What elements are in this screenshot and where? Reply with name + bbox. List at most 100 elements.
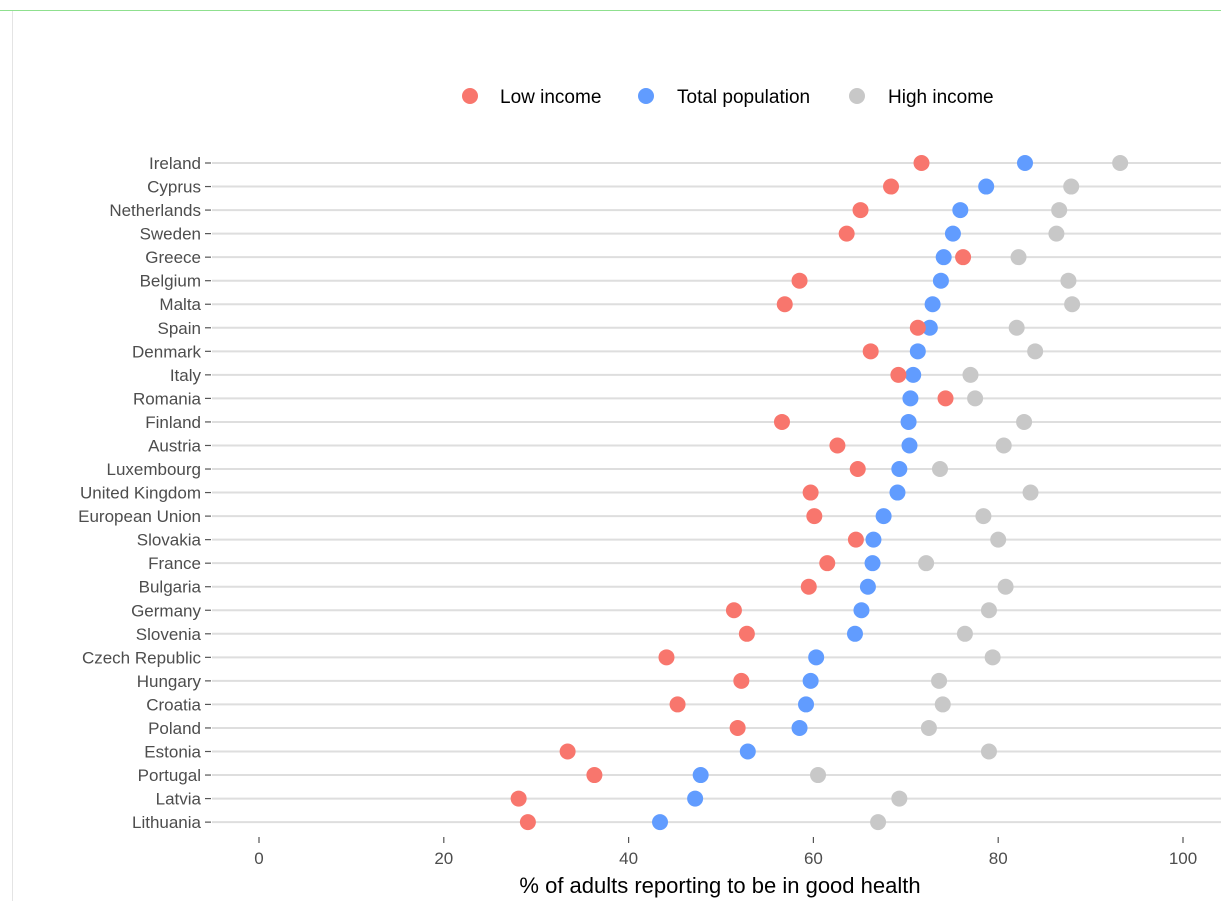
point-high-income-spain	[1008, 319, 1025, 336]
y-label-france: France	[148, 554, 201, 573]
point-low-income-poland	[729, 719, 746, 736]
point-low-income-spain	[909, 319, 926, 336]
data-points	[510, 155, 1129, 831]
y-label-latvia: Latvia	[156, 790, 202, 809]
point-high-income-portugal	[810, 767, 827, 784]
y-label-poland: Poland	[148, 719, 201, 738]
point-total-population-malta	[924, 296, 941, 313]
point-low-income-united-kingdom	[802, 484, 819, 501]
legend-label-total-population: Total population	[677, 87, 810, 108]
point-high-income-ireland	[1112, 155, 1129, 171]
point-total-population-belgium	[932, 272, 949, 289]
y-label-european-union: European Union	[78, 507, 201, 526]
point-high-income-denmark	[1027, 343, 1044, 360]
point-high-income-european-union	[975, 508, 992, 525]
point-high-income-romania	[967, 390, 984, 407]
point-total-population-cyprus	[978, 178, 995, 195]
point-low-income-luxembourg	[849, 461, 866, 478]
y-label-finland: Finland	[145, 413, 201, 432]
y-label-germany: Germany	[131, 601, 201, 620]
point-low-income-ireland	[913, 155, 930, 171]
x-tick-label-100: 100	[1169, 849, 1197, 868]
point-total-population-spain	[921, 319, 938, 336]
legend-key-low-income	[462, 88, 478, 104]
x-axis: 0 20 40 60 80 100	[254, 837, 1197, 868]
point-high-income-luxembourg	[931, 461, 948, 478]
point-high-income-malta	[1064, 296, 1081, 313]
legend-label-high-income: High income	[888, 87, 994, 108]
point-total-population-greece	[935, 249, 952, 266]
point-high-income-greece	[1010, 249, 1027, 266]
y-label-croatia: Croatia	[146, 695, 201, 714]
point-total-population-croatia	[798, 696, 815, 713]
y-label-netherlands: Netherlands	[109, 201, 201, 220]
point-total-population-bulgaria	[859, 578, 876, 595]
y-label-greece: Greece	[145, 248, 201, 267]
point-low-income-lithuania	[519, 814, 536, 831]
y-label-romania: Romania	[133, 389, 202, 408]
point-low-income-romania	[937, 390, 954, 407]
point-total-population-ireland	[1016, 155, 1033, 171]
point-total-population-estonia	[739, 743, 756, 760]
point-high-income-finland	[1016, 413, 1033, 430]
point-low-income-netherlands	[852, 202, 869, 219]
point-low-income-austria	[829, 437, 846, 454]
y-label-spain: Spain	[158, 319, 201, 338]
point-low-income-croatia	[669, 696, 686, 713]
x-tick-label-40: 40	[619, 849, 638, 868]
point-high-income-croatia	[934, 696, 951, 713]
point-high-income-germany	[980, 602, 997, 619]
left-border-line	[12, 11, 13, 901]
point-high-income-italy	[962, 366, 979, 383]
point-high-income-estonia	[980, 743, 997, 760]
point-high-income-latvia	[891, 790, 908, 807]
gridlines	[205, 162, 1221, 824]
y-label-united-kingdom: United Kingdom	[80, 484, 201, 503]
y-label-sweden: Sweden	[140, 225, 201, 244]
point-total-population-germany	[853, 602, 870, 619]
point-low-income-czech-republic	[658, 649, 675, 666]
y-label-lithuania: Lithuania	[132, 813, 202, 832]
point-total-population-sweden	[944, 225, 961, 242]
point-total-population-european-union	[875, 508, 892, 525]
point-total-population-poland	[791, 719, 808, 736]
point-high-income-czech-republic	[984, 649, 1001, 666]
point-low-income-italy	[890, 366, 907, 383]
point-high-income-slovakia	[990, 531, 1007, 548]
point-low-income-greece	[955, 249, 972, 266]
point-low-income-portugal	[586, 767, 603, 784]
top-border-line	[0, 10, 1221, 11]
point-total-population-france	[864, 555, 881, 572]
point-low-income-hungary	[733, 672, 750, 689]
y-label-slovakia: Slovakia	[137, 531, 202, 550]
point-high-income-slovenia	[956, 625, 973, 642]
y-label-austria: Austria	[148, 436, 201, 455]
legend-key-total-population	[638, 88, 654, 104]
point-high-income-belgium	[1060, 272, 1077, 289]
point-total-population-netherlands	[952, 202, 969, 219]
point-total-population-romania	[902, 390, 919, 407]
point-high-income-poland	[920, 719, 937, 736]
point-total-population-portugal	[692, 767, 709, 784]
y-label-slovenia: Slovenia	[136, 625, 202, 644]
point-total-population-latvia	[687, 790, 704, 807]
y-label-belgium: Belgium	[140, 272, 201, 291]
point-high-income-hungary	[931, 672, 948, 689]
legend: Low income Total population High income	[462, 87, 994, 108]
point-high-income-france	[918, 555, 935, 572]
y-label-portugal: Portugal	[138, 766, 201, 785]
point-total-population-lithuania	[652, 814, 669, 831]
point-high-income-sweden	[1048, 225, 1065, 242]
point-low-income-european-union	[806, 508, 823, 525]
y-label-bulgaria: Bulgaria	[139, 578, 202, 597]
point-low-income-sweden	[838, 225, 855, 242]
y-axis-labels: Ireland Cyprus Netherlands Sweden Greece Belg…	[78, 154, 201, 832]
y-label-czech-republic: Czech Republic	[82, 648, 202, 667]
point-total-population-czech-republic	[808, 649, 825, 666]
point-high-income-austria	[995, 437, 1012, 454]
point-low-income-slovenia	[738, 625, 755, 642]
x-axis-title: % of adults reporting to be in good heal…	[519, 873, 920, 898]
y-label-ireland: Ireland	[149, 154, 201, 173]
y-label-estonia: Estonia	[144, 743, 201, 762]
point-low-income-latvia	[510, 790, 527, 807]
